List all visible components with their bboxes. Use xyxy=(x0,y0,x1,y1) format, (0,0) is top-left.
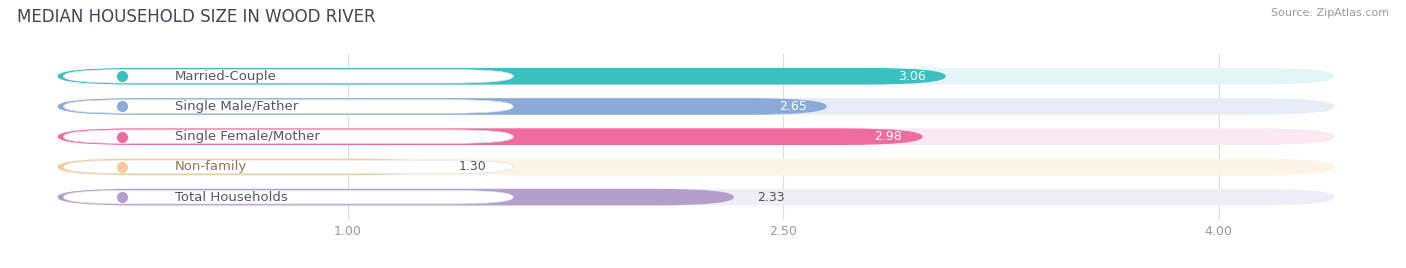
Text: 2.98: 2.98 xyxy=(875,130,903,143)
Text: Total Households: Total Households xyxy=(174,191,287,204)
Text: 2.33: 2.33 xyxy=(758,191,785,204)
Text: 3.06: 3.06 xyxy=(898,70,925,83)
FancyBboxPatch shape xyxy=(58,189,1334,205)
FancyBboxPatch shape xyxy=(63,130,513,143)
FancyBboxPatch shape xyxy=(63,69,513,83)
FancyBboxPatch shape xyxy=(63,190,513,204)
FancyBboxPatch shape xyxy=(58,98,827,115)
FancyBboxPatch shape xyxy=(58,128,1334,145)
FancyBboxPatch shape xyxy=(58,68,1334,85)
FancyBboxPatch shape xyxy=(58,159,1334,175)
FancyBboxPatch shape xyxy=(63,100,513,113)
Text: Married-Couple: Married-Couple xyxy=(174,70,277,83)
Text: 1.30: 1.30 xyxy=(458,160,486,173)
FancyBboxPatch shape xyxy=(58,98,1334,115)
FancyBboxPatch shape xyxy=(58,68,946,85)
FancyBboxPatch shape xyxy=(58,189,734,205)
FancyBboxPatch shape xyxy=(58,128,922,145)
Text: Source: ZipAtlas.com: Source: ZipAtlas.com xyxy=(1271,8,1389,18)
Text: 2.65: 2.65 xyxy=(779,100,807,113)
Text: MEDIAN HOUSEHOLD SIZE IN WOOD RIVER: MEDIAN HOUSEHOLD SIZE IN WOOD RIVER xyxy=(17,8,375,26)
Text: Non-family: Non-family xyxy=(174,160,247,173)
Text: Single Male/Father: Single Male/Father xyxy=(174,100,298,113)
FancyBboxPatch shape xyxy=(63,160,513,174)
FancyBboxPatch shape xyxy=(58,159,434,175)
Text: Single Female/Mother: Single Female/Mother xyxy=(174,130,319,143)
